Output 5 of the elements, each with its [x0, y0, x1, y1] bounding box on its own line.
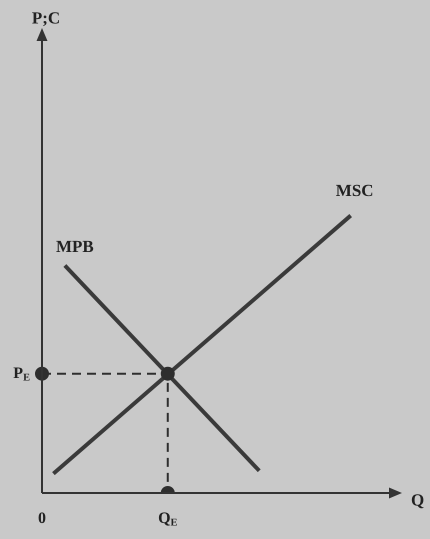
series-label: MSC	[336, 180, 374, 200]
x-tick-label: 0	[38, 510, 46, 528]
x-axis-title: Q	[411, 490, 424, 510]
series-label: MPB	[56, 236, 94, 256]
text: P;C	[32, 8, 60, 28]
